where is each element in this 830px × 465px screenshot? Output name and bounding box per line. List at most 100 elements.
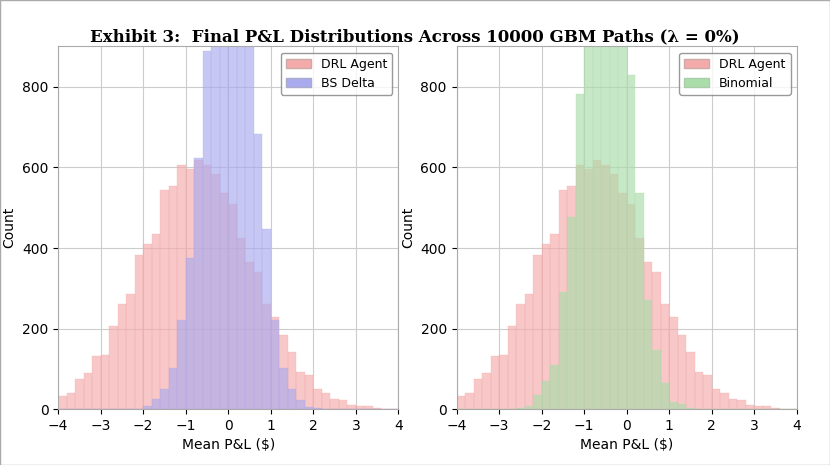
Bar [373, 408, 382, 409]
Bar [567, 217, 576, 409]
Bar [618, 0, 627, 409]
Bar [92, 356, 100, 409]
Legend: DRL Agent, Binomial: DRL Agent, Binomial [679, 53, 790, 95]
Bar [669, 317, 678, 409]
Bar [754, 406, 763, 409]
Bar [516, 408, 525, 409]
Bar [661, 383, 669, 409]
Bar [58, 396, 66, 409]
Bar [686, 408, 695, 409]
Bar [601, 0, 609, 409]
Bar [618, 193, 627, 409]
Bar [314, 390, 322, 409]
Bar [66, 393, 76, 409]
Bar [635, 239, 644, 409]
Bar [203, 166, 211, 409]
Text: Exhibit 3:  Final P&L Distributions Across 10000 GBM Paths (λ = 0%): Exhibit 3: Final P&L Distributions Acros… [90, 28, 740, 45]
Bar [559, 190, 567, 409]
Bar [314, 408, 322, 409]
Bar [220, 193, 228, 409]
Bar [246, 14, 254, 409]
Bar [533, 255, 542, 409]
Bar [220, 0, 228, 409]
Bar [288, 352, 296, 409]
Bar [84, 372, 92, 409]
Bar [211, 0, 220, 409]
Bar [262, 229, 271, 409]
Bar [339, 400, 348, 409]
Bar [729, 399, 737, 409]
Bar [296, 400, 305, 409]
Bar [228, 205, 237, 409]
Bar [330, 399, 339, 409]
Bar [516, 304, 525, 409]
Bar [143, 406, 152, 409]
Bar [254, 272, 262, 409]
Bar [237, 239, 246, 409]
Bar [288, 389, 296, 409]
Bar [271, 320, 279, 409]
Bar [279, 368, 288, 409]
Bar [246, 262, 254, 409]
Bar [228, 0, 237, 409]
Bar [356, 406, 364, 409]
Bar [508, 326, 516, 409]
Bar [550, 234, 559, 409]
Bar [644, 300, 652, 409]
Bar [364, 405, 373, 409]
Bar [593, 0, 601, 409]
Bar [644, 262, 652, 409]
Bar [669, 402, 678, 409]
Bar [609, 0, 618, 409]
Bar [541, 380, 550, 409]
Bar [126, 294, 134, 409]
Bar [143, 245, 152, 409]
Bar [541, 245, 550, 409]
Bar [746, 405, 754, 409]
Bar [75, 379, 84, 409]
Bar [474, 379, 482, 409]
Bar [720, 393, 729, 409]
Bar [661, 304, 669, 409]
Bar [254, 133, 262, 409]
Bar [627, 205, 635, 409]
X-axis label: Mean P&L ($): Mean P&L ($) [580, 438, 673, 452]
Bar [533, 396, 542, 409]
Bar [652, 350, 661, 409]
Bar [491, 356, 499, 409]
Bar [559, 292, 567, 409]
Bar [160, 190, 168, 409]
Bar [262, 304, 271, 409]
Bar [763, 405, 771, 409]
Bar [457, 396, 465, 409]
Bar [652, 272, 661, 409]
Bar [305, 407, 314, 409]
Bar [482, 372, 491, 409]
Bar [186, 258, 194, 409]
Bar [348, 405, 356, 409]
Bar [686, 352, 695, 409]
Bar [771, 408, 780, 409]
Bar [584, 0, 593, 409]
Bar [152, 234, 160, 409]
Bar [576, 94, 584, 409]
Bar [499, 355, 508, 409]
Bar [601, 166, 609, 409]
Bar [134, 255, 143, 409]
Bar [677, 404, 686, 409]
Bar [576, 165, 584, 409]
Bar [194, 158, 203, 409]
Bar [609, 174, 618, 409]
Bar [635, 193, 644, 409]
Bar [305, 374, 314, 409]
Bar [296, 372, 305, 409]
Bar [168, 186, 178, 409]
Bar [627, 75, 635, 409]
Bar [712, 390, 720, 409]
Bar [152, 399, 160, 409]
Bar [110, 326, 118, 409]
Bar [168, 368, 178, 409]
Bar [465, 393, 474, 409]
Y-axis label: Count: Count [2, 207, 17, 248]
Bar [550, 365, 559, 409]
